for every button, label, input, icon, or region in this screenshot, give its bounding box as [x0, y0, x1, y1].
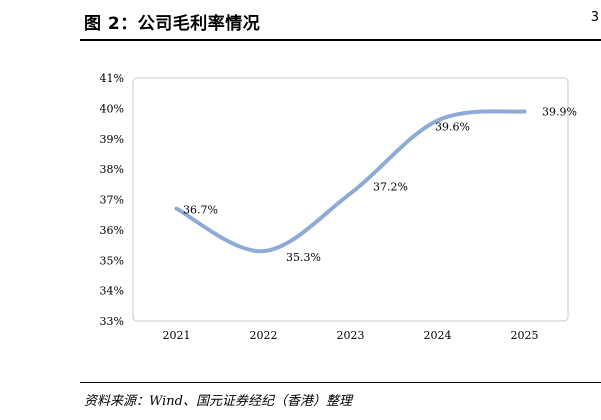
data-label: 35.3% — [286, 251, 321, 264]
x-tick-label: 2022 — [250, 329, 278, 342]
data-label: 39.9% — [542, 105, 577, 118]
x-tick-label: 2023 — [337, 329, 365, 342]
figure-title: 图 2：公司毛利率情况 — [84, 14, 261, 34]
data-label: 39.6% — [435, 121, 470, 134]
plot-frame — [132, 77, 569, 322]
gross-margin-line-chart: 33% 34% 35% 36% 37% 38% 39% 40% 41% 2021 2022 2023… — [100, 72, 577, 342]
y-tick-label: 33% — [100, 315, 124, 328]
source-note: 资料来源：Wind、国元证券经纪（香港）整理 — [84, 394, 352, 409]
y-tick-label: 41% — [100, 72, 124, 85]
y-tick-label: 34% — [100, 285, 124, 298]
footer-divider — [80, 382, 601, 383]
y-tick-label: 36% — [100, 224, 124, 237]
y-tick-label: 38% — [100, 163, 124, 176]
gross-margin-series-line — [174, 109, 527, 254]
data-label: 37.2% — [373, 180, 408, 193]
x-tick-label: 2024 — [424, 329, 452, 342]
y-tick-label: 35% — [100, 254, 124, 267]
y-tick-label: 37% — [100, 194, 124, 207]
x-tick-label: 2021 — [163, 329, 191, 342]
chart-container: 33% 34% 35% 36% 37% 38% 39% 40% 41% 2021 2022 2023… — [80, 58, 601, 364]
x-tick-label: 2025 — [511, 329, 539, 342]
y-tick-label: 39% — [100, 133, 124, 146]
data-label: 36.7% — [183, 204, 218, 217]
y-tick-label: 40% — [100, 102, 124, 115]
title-divider — [80, 39, 601, 41]
corner-mark: 3 — [590, 10, 599, 25]
